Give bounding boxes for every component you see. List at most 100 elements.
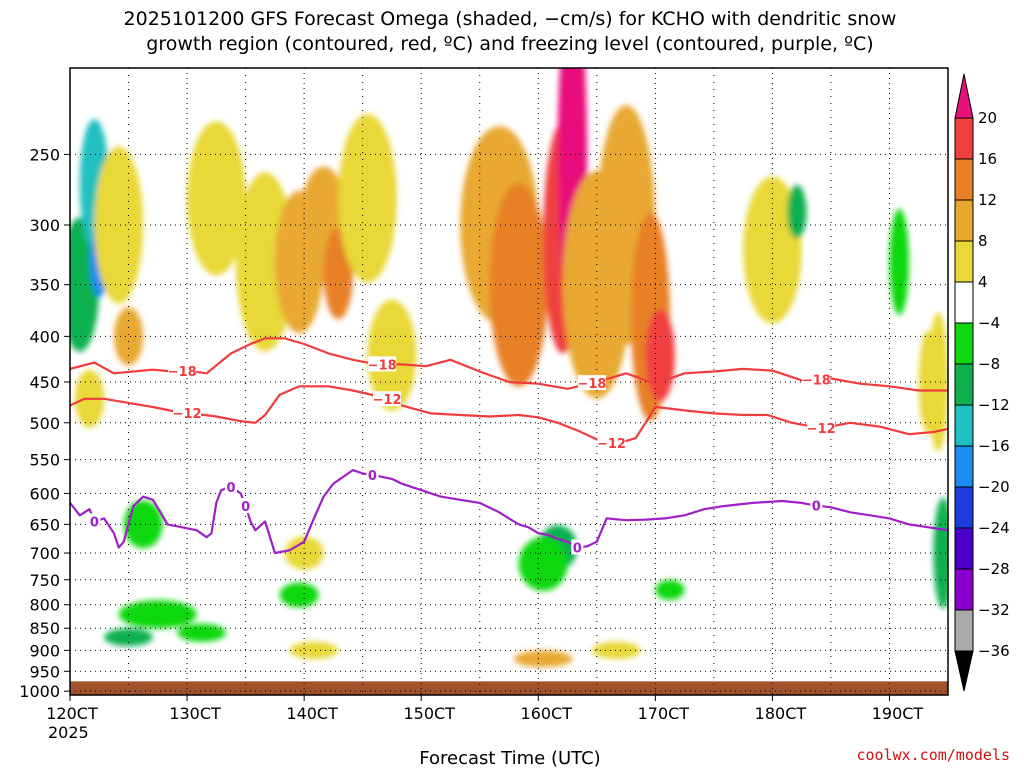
- omega-cell-27: [645, 308, 675, 402]
- colorbar-swatch-3: [954, 240, 974, 283]
- y-tick-label-250: 250: [29, 145, 60, 164]
- contour-label-freezing-level-0-0: 0: [90, 515, 99, 530]
- colorbar-label-5: −4: [978, 314, 1000, 332]
- colorbar-swatch-0: [954, 117, 974, 160]
- x-tick-label-150CT: 150CT: [403, 704, 455, 723]
- colorbar-swatch-11: [954, 568, 974, 611]
- omega-cell-17: [289, 641, 339, 659]
- y-tick-label-1000: 1000: [19, 682, 60, 701]
- colorbar-swatch-8: [954, 445, 974, 488]
- colorbar-swatch-5: [954, 322, 974, 365]
- colorbar-swatch-2: [954, 199, 974, 242]
- ground-fill: [70, 681, 948, 695]
- colorbar-label-8: −16: [978, 437, 1010, 455]
- omega-cell-8: [118, 600, 197, 629]
- y-axis: 250 300 350 400 450 500 550 600 650 700 750 800 850 9…: [19, 145, 70, 701]
- y-tick-label-700: 700: [29, 544, 60, 563]
- y-tick-label-900: 900: [29, 641, 60, 660]
- contour-label-bg-dgz-minus-12-1: [373, 391, 402, 407]
- omega-cell-30: [513, 650, 573, 668]
- colorbar-top-arrow: [954, 73, 974, 119]
- y-tick-label-350: 350: [29, 276, 60, 295]
- omega-cell-18: [338, 114, 397, 283]
- y-tick-label-750: 750: [29, 571, 60, 590]
- contour-label-bg-dgz-minus-18-1: [368, 356, 397, 372]
- y-tick-label-500: 500: [29, 414, 60, 433]
- contour-label-freezing-level-0-5: 0: [812, 499, 821, 514]
- contour-label-dgz-minus-18-2: −18: [577, 377, 606, 392]
- omega-shading: [70, 68, 948, 668]
- contour-label-freezing-level-0-1: 0: [226, 481, 235, 496]
- x-axis-year: 2025: [48, 723, 89, 742]
- contour-label-bg-dgz-minus-18-2: [577, 375, 606, 391]
- omega-cell-32: [655, 579, 685, 601]
- contour-label-bg-freezing-level-0-2: [239, 498, 252, 514]
- ground-layer: [70, 681, 948, 695]
- x-tick-label-160CT: 160CT: [521, 704, 573, 723]
- colorbar-label-1: 16: [978, 150, 997, 168]
- x-tick-label-170CT: 170CT: [638, 704, 690, 723]
- y-tick-label-400: 400: [29, 327, 60, 346]
- colorbar-label-10: −24: [978, 519, 1010, 537]
- omega-cell-31: [591, 641, 641, 659]
- omega-cell-10: [187, 121, 246, 276]
- colorbar-label-2: 12: [978, 191, 997, 209]
- y-tick-label-650: 650: [29, 515, 60, 534]
- contour-label-dgz-minus-12-1: −12: [373, 393, 402, 408]
- x-tick-label-130CT: 130CT: [169, 704, 221, 723]
- omega-cell-37: [928, 312, 948, 452]
- y-tick-label-600: 600: [29, 484, 60, 503]
- x-tick-label-140CT: 140CT: [286, 704, 338, 723]
- y-tick-label-450: 450: [29, 373, 60, 392]
- omega-cell-34: [787, 185, 807, 239]
- colorbar-label-12: −32: [978, 601, 1010, 619]
- contour-freezing-level-0: [70, 469, 948, 555]
- contour-label-bg-freezing-level-0-1: [224, 478, 237, 494]
- contour-label-bg-freezing-level-0-3: [366, 466, 379, 482]
- contour-label-dgz-minus-18-3: −18: [802, 373, 831, 388]
- contour-label-dgz-minus-18-1: −18: [368, 358, 397, 373]
- contour-label-freezing-level-0-3: 0: [368, 469, 377, 484]
- contour-label-bg-dgz-minus-18-0: [168, 362, 197, 378]
- colorbar-swatch-4: [954, 281, 974, 324]
- omega-cell-7: [104, 628, 153, 647]
- chart-title-line1: 2025101200 GFS Forecast Omega (shaded, −…: [124, 8, 897, 30]
- colorbar: 20 16 12 8 4 −4 −8 −12 −16 −20 −24 −28 −32 −36: [954, 73, 1010, 692]
- chart-title-line2: growth region (contoured, red, ºC) and f…: [146, 33, 873, 55]
- omega-cell-33: [743, 176, 802, 324]
- contour-label-bg-freezing-level-0-4: [571, 539, 584, 555]
- contour-label-bg-dgz-minus-18-3: [802, 371, 831, 387]
- omega-cell-5: [113, 307, 144, 366]
- x-axis-title: Forecast Time (UTC): [419, 748, 600, 768]
- omega-cell-11: [235, 172, 295, 352]
- omega-cell-9: [177, 623, 227, 642]
- colorbar-swatch-12: [954, 609, 974, 652]
- x-tick-label-120CT: 120CT: [46, 704, 98, 723]
- y-tick-label-300: 300: [29, 216, 60, 235]
- colorbar-swatch-10: [954, 527, 974, 570]
- omega-cell-6: [123, 500, 163, 549]
- contour-label-dgz-minus-12-3: −12: [807, 422, 836, 437]
- colorbar-swatch-1: [954, 158, 974, 201]
- omega-cell-21: [489, 182, 549, 387]
- omega-cell-35: [889, 208, 909, 316]
- x-axis: 120CT 130CT 140CT 150CT 160CT 170CT 180CT 190CT: [46, 695, 923, 723]
- omega-shading-layer: [70, 68, 948, 668]
- y-tick-label-800: 800: [29, 596, 60, 615]
- y-tick-label-950: 950: [29, 662, 60, 681]
- contour-dgz-minus-12: [70, 385, 948, 445]
- omega-cell-4: [94, 146, 144, 304]
- colorbar-label-9: −20: [978, 478, 1010, 496]
- colorbar-swatch-9: [954, 486, 974, 529]
- colorbar-label-13: −36: [978, 642, 1010, 660]
- colorbar-swatch-7: [954, 404, 974, 447]
- colorbar-label-4: 4: [978, 273, 988, 291]
- contour-label-freezing-level-0-4: 0: [573, 541, 582, 556]
- contour-label-dgz-minus-12-0: −12: [173, 407, 202, 422]
- colorbar-label-6: −8: [978, 355, 1000, 373]
- colorbar-label-11: −28: [978, 560, 1010, 578]
- colorbar-swatch-6: [954, 363, 974, 406]
- credit-text: coolwx.com/models: [856, 746, 1010, 764]
